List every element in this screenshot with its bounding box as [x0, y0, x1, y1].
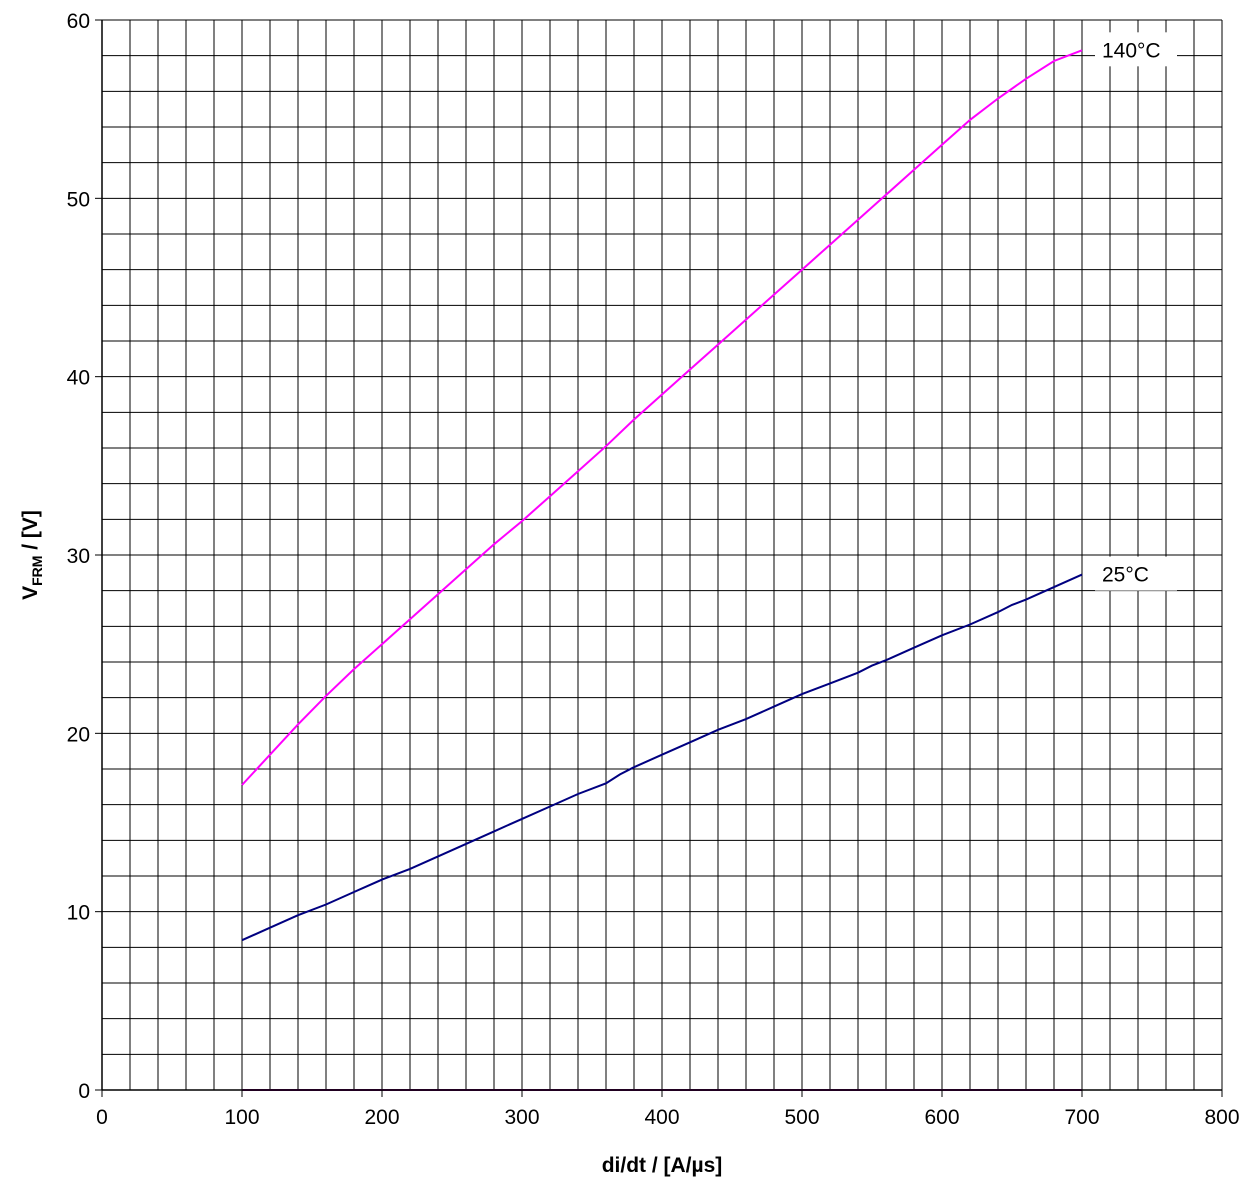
- y-axis-title-main: V: [19, 586, 42, 600]
- series-label: 25°C: [1102, 564, 1149, 587]
- x-tick-label: 100: [224, 1106, 259, 1129]
- series-labels: 140°C 25°C: [1095, 32, 1177, 591]
- grid: [102, 20, 1222, 1090]
- y-tick-label: 40: [67, 367, 90, 390]
- tick-labels: 0 100 200 300 400 500 600 700 800 0 10 20 30 40 50 60: [67, 10, 1240, 1129]
- y-tick-label: 30: [67, 545, 90, 568]
- x-tick-label: 600: [924, 1106, 959, 1129]
- series-line: [241, 49, 1083, 786]
- series-label: 140°C: [1102, 39, 1161, 62]
- axes: [95, 19, 1223, 1097]
- x-tick-label: 500: [784, 1106, 819, 1129]
- x-tick-label: 700: [1064, 1106, 1099, 1129]
- y-tick-label: 10: [67, 902, 90, 925]
- series-label-background: [1095, 32, 1177, 67]
- x-tick-label: 400: [644, 1106, 679, 1129]
- y-axis-title-rest: / [V]: [19, 510, 42, 556]
- y-tick-label: 60: [67, 10, 90, 33]
- y-axis-title: VFRM / [V]: [19, 510, 45, 600]
- x-tick-label: 300: [504, 1106, 539, 1129]
- series-line: [241, 573, 1083, 942]
- y-axis-title-subscript: FRM: [29, 556, 45, 586]
- x-tick-label: 800: [1204, 1106, 1239, 1129]
- series-label-background: [1095, 556, 1177, 591]
- y-tick-label: 20: [67, 723, 90, 746]
- x-tick-label: 200: [364, 1106, 399, 1129]
- y-tick-label: 0: [78, 1080, 90, 1103]
- x-tick-label: 0: [96, 1106, 108, 1129]
- y-tick-label: 50: [67, 188, 90, 211]
- x-axis-title: di/dt / [A/µs]: [602, 1154, 723, 1177]
